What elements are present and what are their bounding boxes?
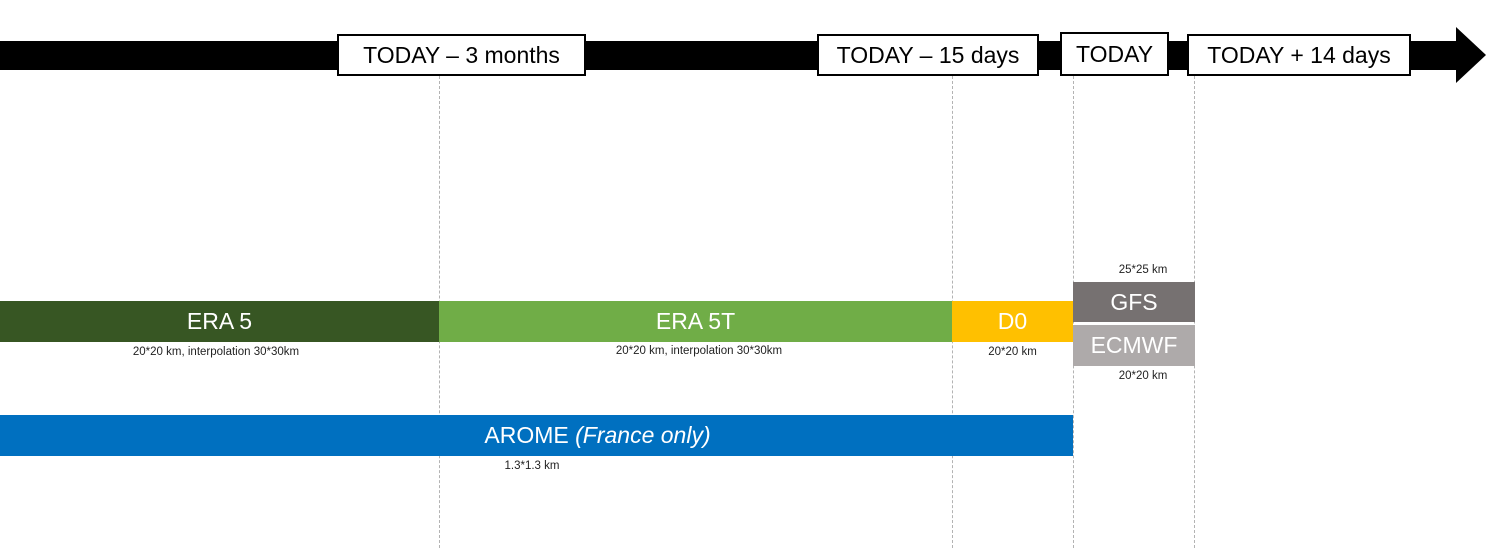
d0-bar: D0 [952, 301, 1073, 342]
timeline-arrow-head [1456, 27, 1486, 83]
era5t-bar: ERA 5T [439, 301, 952, 342]
label-today-minus-15-days: TODAY – 15 days [817, 34, 1039, 76]
d0-resolution: 20*20 km [988, 346, 1037, 358]
ecmwf-bar: ECMWF [1073, 325, 1195, 366]
arome-label-note: (France only) [575, 422, 711, 448]
gfs-bar: GFS [1073, 282, 1195, 322]
label-today-minus-3-months: TODAY – 3 months [337, 34, 586, 76]
arome-bar: AROME (France only) [0, 415, 1073, 456]
gfs-resolution: 25*25 km [1118, 264, 1168, 276]
ecmwf-resolution: 20*20 km [1118, 370, 1168, 382]
arome-resolution: 1.3*1.3 km [504, 460, 560, 472]
era5-bar: ERA 5 [0, 301, 439, 342]
era5-resolution: 20*20 km, interpolation 30*30km [132, 346, 300, 358]
label-today: TODAY [1060, 32, 1169, 76]
arome-label: AROME [484, 422, 569, 448]
era5t-resolution: 20*20 km, interpolation 30*30km [615, 345, 783, 357]
label-today-plus-14-days: TODAY + 14 days [1187, 34, 1411, 76]
